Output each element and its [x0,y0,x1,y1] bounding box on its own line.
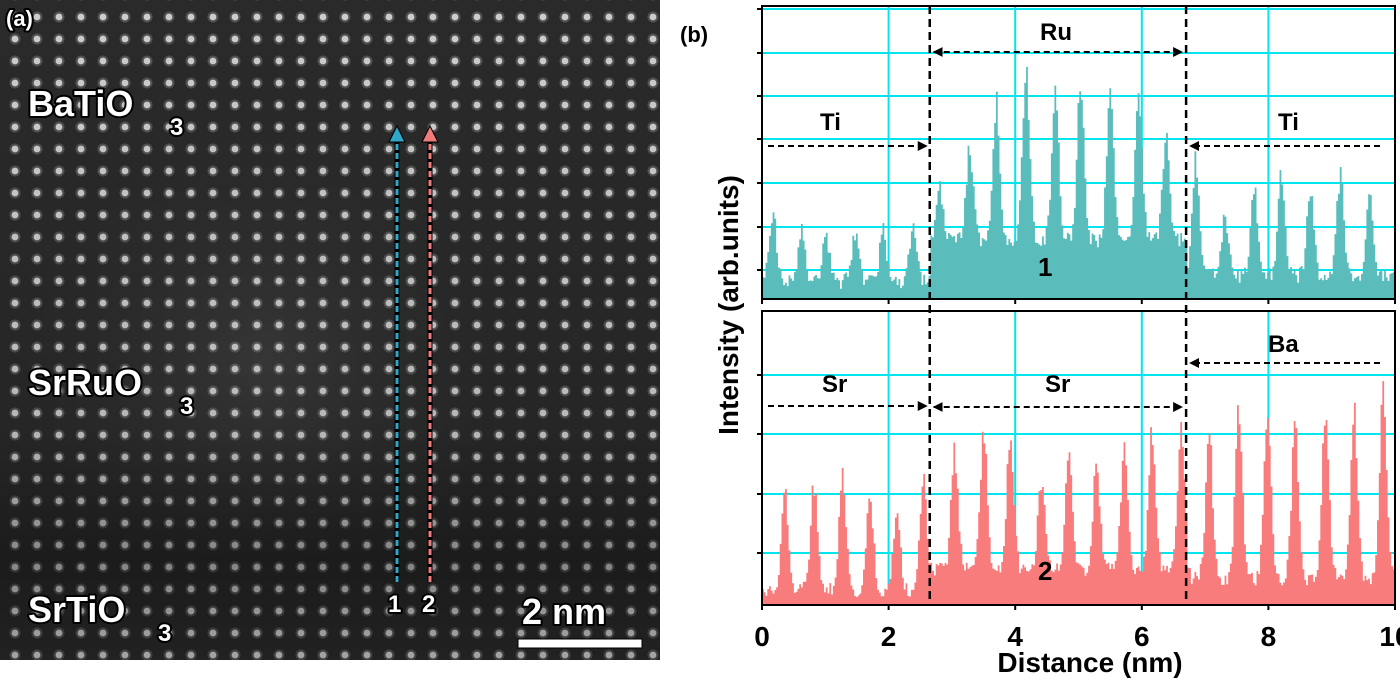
plot-frame-2 [761,310,1396,606]
region-label-ti-left: Ti [820,109,841,136]
profile-2-area [762,381,1395,605]
line-1-label: 1 [388,591,401,618]
layer-label-srruo3: SrRuO 3 [26,360,195,422]
panel-a-label: (a) [6,6,33,31]
profile-2-label: 2 [1038,556,1052,586]
region-label-ru: Ru [1040,19,1072,46]
x-tick-label: 10 [1379,621,1400,652]
profile-1-area [762,66,1395,299]
y-axis-label: Intensity (arb.units) [713,175,744,435]
x-tick-label: 8 [1261,621,1277,652]
x-tick-label: 6 [1134,621,1150,652]
line-profile-2-arrow [421,124,439,582]
region-label-sr-left: Sr [822,371,847,398]
region-label-ba: Ba [1268,331,1299,358]
plot-frame-1 [761,5,1396,300]
line-profile-chart: 0 2 4 6 8 10 [754,5,1400,652]
annotations: Ti Ru Ti Sr Sr Ba 1 2 Distance (nm) Inte… [713,19,1380,678]
svg-text:SrTiO: SrTiO [28,589,125,630]
svg-text:3: 3 [158,620,171,647]
panel-b-label: (b) [680,22,708,47]
region-label-sr-mid: Sr [1045,371,1070,398]
svg-text:BaTiO: BaTiO [28,83,133,124]
x-tick-label: 2 [881,621,897,652]
svg-text:3: 3 [170,114,183,141]
x-axis-label: Distance (nm) [997,647,1182,678]
line-profile-1-arrow [388,124,406,582]
x-tick-label: 4 [1007,621,1023,652]
svg-text:SrRuO: SrRuO [28,362,142,403]
region-label-ti-right: Ti [1278,109,1299,136]
layer-label-srtio3: SrTiO 3 [26,587,173,649]
profile-1-label: 1 [1038,252,1052,282]
scale-bar-label: 2 nm [522,591,606,632]
x-tick-label: 0 [754,621,770,652]
svg-text:3: 3 [180,393,193,420]
scale-bar [517,638,643,649]
layer-label-batio3: BaTiO 3 [26,81,185,143]
line-2-label: 2 [422,591,435,618]
stem-image-panel: (a) BaTiO 3 SrRuO 3 SrTiO 3 1 2 2 nm [0,0,660,660]
